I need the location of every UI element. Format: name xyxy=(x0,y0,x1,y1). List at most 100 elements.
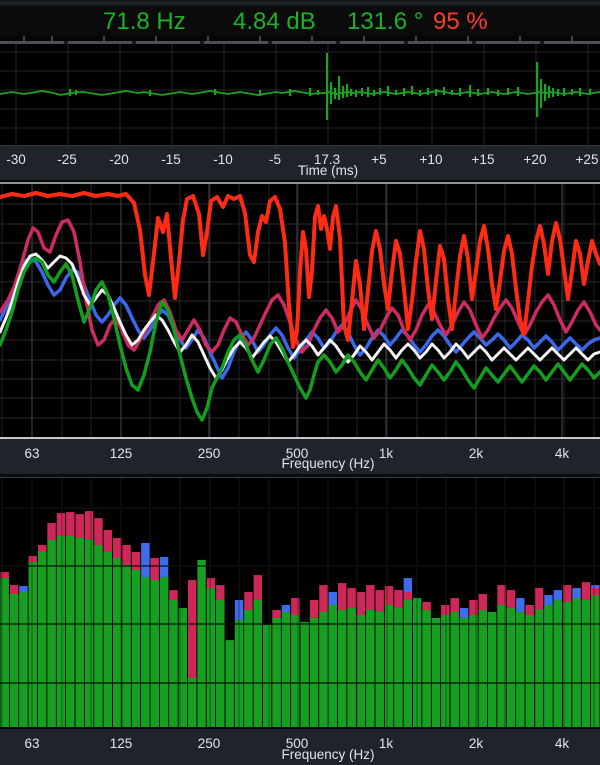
rta-bar-green xyxy=(38,552,46,727)
rta-bar-green xyxy=(310,618,318,727)
transfer-frequency-axis: Frequency (Hz) 631252505001k2k4k xyxy=(0,437,600,474)
rta-bar-green xyxy=(301,622,309,727)
rta-bar-green xyxy=(479,610,487,727)
rta-bar-green xyxy=(441,615,449,727)
rta-bar-green xyxy=(488,612,496,727)
rta-bar-green xyxy=(94,545,102,727)
rta-bar-green xyxy=(66,536,74,727)
freq-tick-label: 1k xyxy=(379,736,393,751)
rta-bar-green xyxy=(591,595,599,727)
rta-bar-green xyxy=(197,560,205,727)
impulse-spike xyxy=(427,88,429,95)
audio-analyzer-screen: 71.8 Hz 4.84 dB 131.6 ° 95 % Time (ms) -… xyxy=(0,0,600,765)
coherence-readout: 95 % xyxy=(433,8,488,36)
impulse-response-panel[interactable] xyxy=(0,44,600,145)
freq-tick-label: 500 xyxy=(286,736,309,751)
rta-bar-green xyxy=(572,598,580,727)
rta-bar-green xyxy=(85,540,93,727)
freq-tick-label: 2k xyxy=(469,446,483,461)
impulse-response-chart xyxy=(0,44,600,145)
impulse-spike xyxy=(477,89,479,96)
freq-tick-label: 1k xyxy=(379,446,393,461)
freq-tick-label: 125 xyxy=(110,736,133,751)
impulse-spike xyxy=(379,88,381,95)
rta-bar-green xyxy=(254,600,262,727)
impulse-spike xyxy=(367,87,369,97)
rta-bar-green xyxy=(451,612,459,727)
rta-bar-green xyxy=(151,580,159,727)
freq-tick-label: 63 xyxy=(24,736,39,751)
rta-bar-green xyxy=(19,592,27,727)
freq-tick-label: 125 xyxy=(110,446,133,461)
rta-bar-green xyxy=(347,608,355,727)
time-tick-label: +10 xyxy=(420,152,443,167)
rta-bar-green xyxy=(104,552,112,727)
rta-frequency-axis: Frequency (Hz) 631252505001k2k4k xyxy=(0,727,600,765)
rta-bar-green xyxy=(263,625,271,727)
rta-spectrum-chart xyxy=(0,478,600,727)
rta-bar-green xyxy=(188,678,196,727)
freq-tick-label: 250 xyxy=(198,736,221,751)
rta-bar-green xyxy=(169,600,177,727)
rta-bar-green xyxy=(113,558,121,727)
time-tick-label: -10 xyxy=(213,152,233,167)
rta-bar-green xyxy=(516,612,524,727)
impulse-spike xyxy=(459,88,461,96)
rta-bar-green xyxy=(29,562,37,727)
time-tick-label: +15 xyxy=(472,152,495,167)
level-readout: 4.84 dB xyxy=(233,8,316,36)
freq-tick-label: 4k xyxy=(555,736,569,751)
readout-bar[interactable]: 71.8 Hz 4.84 dB 131.6 ° 95 % xyxy=(0,8,600,36)
rta-bar-green xyxy=(282,612,290,727)
impulse-spike xyxy=(469,85,471,97)
impulse-spike xyxy=(338,76,340,100)
rta-bar-green xyxy=(422,610,430,727)
rta-bar-green xyxy=(507,608,515,727)
transfer-function-panel[interactable] xyxy=(0,184,600,437)
rta-bar-green xyxy=(47,540,55,727)
freq-tick-label: 250 xyxy=(198,446,221,461)
rta-bar-green xyxy=(526,615,534,727)
time-tick-label: +25 xyxy=(576,152,599,167)
impulse-spike xyxy=(309,88,311,96)
frequency-readout: 71.8 Hz xyxy=(103,8,186,36)
rta-bar-green xyxy=(404,600,412,727)
rta-spectrum-panel[interactable] xyxy=(0,478,600,727)
rta-bar-green xyxy=(582,600,590,727)
rta-bar-green xyxy=(160,577,168,727)
rta-bar-green xyxy=(207,588,215,727)
impulse-spike xyxy=(387,86,389,96)
impulse-spike xyxy=(536,62,538,117)
impulse-spike xyxy=(326,53,328,120)
phase-readout: 131.6 ° xyxy=(347,8,423,36)
impulse-spike xyxy=(435,89,437,96)
window-top-strip xyxy=(0,0,600,8)
time-tick-label: 17.3 xyxy=(314,152,340,167)
time-tick-label: -5 xyxy=(269,152,281,167)
transfer-function-chart xyxy=(0,184,600,437)
rta-bar-green xyxy=(338,610,346,727)
freq-tick-label: 4k xyxy=(555,446,569,461)
freq-tick-label: 500 xyxy=(286,446,309,461)
time-tick-label: +5 xyxy=(371,152,386,167)
rta-bar-green xyxy=(122,565,130,727)
time-tick-label: -25 xyxy=(57,152,77,167)
rta-bar-green xyxy=(432,618,440,727)
rta-bar-green xyxy=(394,608,402,727)
time-tick-label: -30 xyxy=(6,152,26,167)
time-axis: Time (ms) -30-25-20-15-10-517.3+5+10+15+… xyxy=(0,145,600,181)
rta-bar-green xyxy=(366,610,374,727)
impulse-waveform xyxy=(0,91,600,95)
rta-bar-green xyxy=(216,600,224,727)
rta-bar-green xyxy=(132,570,140,727)
rta-bar-green xyxy=(535,610,543,727)
readout-tick-strip xyxy=(0,36,600,44)
rta-bar-green xyxy=(141,577,149,727)
freq-tick-label: 2k xyxy=(469,736,483,751)
time-tick-label: +20 xyxy=(524,152,547,167)
freq-tick-label: 63 xyxy=(24,446,39,461)
rta-bar-green xyxy=(10,594,18,727)
rta-bar-green xyxy=(376,612,384,727)
impulse-spike xyxy=(346,84,348,97)
rta-bar-green xyxy=(460,618,468,727)
